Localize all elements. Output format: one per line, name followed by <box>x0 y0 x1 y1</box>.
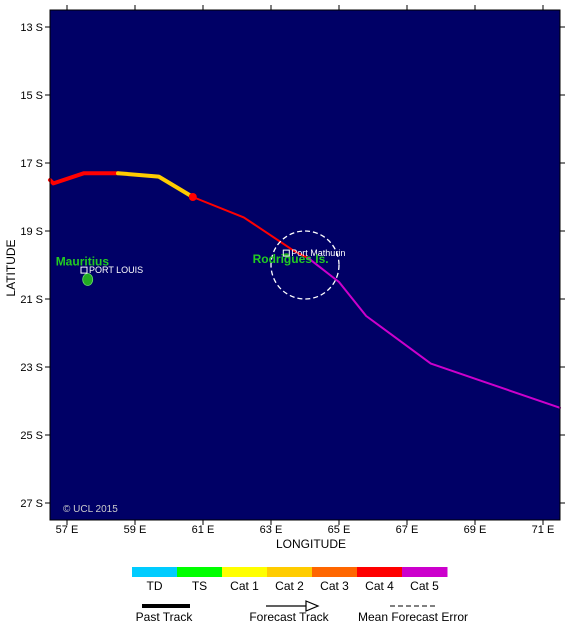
legend-swatch <box>222 567 268 577</box>
lat-tick-label: 17 S <box>20 158 43 170</box>
lon-tick-label: 57 E <box>56 524 79 536</box>
legend-swatch <box>402 567 448 577</box>
lat-tick-label: 13 S <box>20 22 43 34</box>
past-track-label: Past Track <box>136 610 194 624</box>
lon-tick-label: 71 E <box>532 524 555 536</box>
lon-tick-label: 63 E <box>260 524 283 536</box>
legend-swatch <box>132 567 178 577</box>
legend-category-label: Cat 5 <box>410 579 439 593</box>
places: PORT LOUIS Port Mathurin <box>80 248 345 275</box>
place-label: Port Mathurin <box>291 248 345 258</box>
place-marker <box>282 249 290 257</box>
place-marker <box>80 266 88 274</box>
legend-category-label: Cat 4 <box>365 579 394 593</box>
ocean-area <box>50 10 560 520</box>
mean-forecast-error-circle <box>270 230 340 300</box>
islands <box>82 253 290 286</box>
lat-tick-label: 21 S <box>20 294 43 306</box>
x-axis-title: LONGITUDE <box>276 537 346 551</box>
legend-category-label: Cat 2 <box>275 579 304 593</box>
track-segment <box>191 196 310 260</box>
category-legend-labels: TD TS Cat 1 Cat 2 Cat 3 Cat 4 Cat 5 <box>147 579 440 593</box>
legend-category-label: TS <box>192 579 207 593</box>
island-label: Mauritius <box>56 255 110 269</box>
track-segment <box>116 171 195 199</box>
legend-category-label: Cat 1 <box>230 579 259 593</box>
track-segment <box>307 257 561 409</box>
place-label: PORT LOUIS <box>89 265 143 275</box>
legend-swatch <box>312 567 358 577</box>
island-labels: Mauritius Rodrigues Is. <box>56 252 329 269</box>
lon-tick-label: 65 E <box>328 524 351 536</box>
forecast-track-label: Forecast Track <box>249 610 329 624</box>
lat-tick-label: 19 S <box>20 226 43 238</box>
category-legend <box>132 567 448 577</box>
lon-tick-label: 67 E <box>396 524 419 536</box>
legend-swatch <box>357 567 403 577</box>
current-position-marker <box>188 193 197 201</box>
mauritius-landmass <box>82 273 94 286</box>
lat-tick-label: 25 S <box>20 430 43 442</box>
lon-tick-label: 61 E <box>192 524 215 536</box>
rodrigues-landmass <box>283 253 290 257</box>
legend-category-label: Cat 3 <box>320 579 349 593</box>
lon-tick-label: 59 E <box>124 524 147 536</box>
lat-tick-label: 15 S <box>20 90 43 102</box>
lat-tick-label: 27 S <box>20 498 43 510</box>
lon-tick-label: 69 E <box>464 524 487 536</box>
storm-track <box>48 171 561 409</box>
axis-ticks <box>45 5 565 525</box>
forecast-arrow-icon <box>305 600 320 612</box>
y-axis-title: LATITUDE <box>4 239 18 296</box>
copyright-text: © UCL 2015 <box>63 504 118 515</box>
track-segment <box>48 171 120 186</box>
island-label: Rodrigues Is. <box>253 252 329 266</box>
mean-forecast-error-label: Mean Forecast Error <box>358 610 468 624</box>
legend-swatch <box>177 567 223 577</box>
map-frame <box>49 9 561 521</box>
legend-swatch <box>267 567 313 577</box>
axis-tick-labels: 13 S 15 S 17 S 19 S 21 S 23 S 25 S 27 S 57 E 59 E… <box>20 22 554 536</box>
legend-category-label: TD <box>147 579 163 593</box>
lat-tick-label: 23 S <box>20 362 43 374</box>
